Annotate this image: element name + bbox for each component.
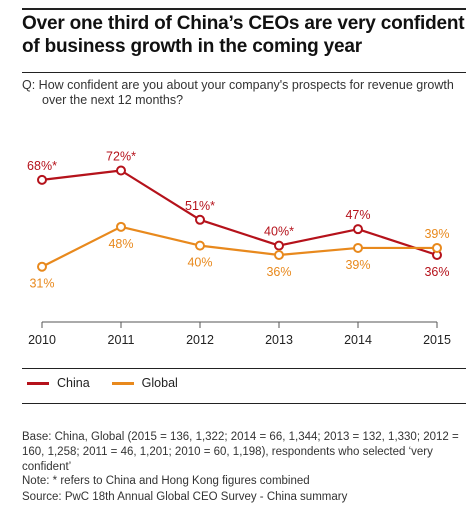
series-line-global — [41, 225, 437, 268]
line-chart: 2010 2011 2012 2013 2014 2015 68%* 72%* 51%* 40%*… — [27, 150, 451, 347]
data-point-china — [274, 240, 284, 251]
data-label-global: 31% — [29, 277, 54, 291]
title-rule — [22, 72, 466, 73]
data-point-china — [195, 214, 205, 225]
survey-question: Q: How confident are you about your comp… — [22, 78, 462, 108]
data-point-global — [274, 249, 284, 260]
x-tick-label: 2014 — [344, 333, 372, 347]
data-label-global: 39% — [345, 258, 370, 272]
legend-item-china: China — [27, 376, 90, 390]
data-point-global — [195, 240, 205, 251]
legend-top-rule — [22, 368, 466, 369]
legend-bottom-rule — [22, 403, 466, 404]
data-point-global — [37, 261, 47, 272]
x-tick-label: 2012 — [186, 333, 214, 347]
data-point-global — [353, 242, 363, 253]
data-point-china — [37, 174, 47, 185]
top-rule — [22, 8, 466, 10]
legend-swatch-china — [27, 381, 49, 385]
x-tick-label: 2015 — [423, 333, 451, 347]
x-tick-label: 2010 — [28, 333, 56, 347]
data-point-global — [116, 221, 126, 232]
data-label-china: 36% — [424, 265, 449, 279]
footer-note: Note: * refers to China and Hong Kong fi… — [22, 475, 310, 487]
data-label-china: 47% — [345, 208, 370, 222]
legend-swatch-global — [111, 381, 134, 385]
footer-base: Base: China, Global (2015 = 136, 1,322; … — [22, 431, 459, 473]
data-point-china — [353, 224, 363, 235]
data-label-china: 40%* — [264, 225, 294, 239]
x-tick-label: 2011 — [108, 333, 135, 347]
question-line-2: over the next 12 months? — [42, 93, 184, 107]
data-point-global — [432, 242, 442, 253]
legend-item-global: Global — [111, 376, 178, 390]
chart-title: Over one third of China’s CEOs are very … — [22, 13, 465, 57]
data-label-global: 40% — [187, 256, 212, 270]
data-label-china: 51%* — [185, 199, 215, 213]
data-label-global: 48% — [108, 237, 133, 251]
footer-source: Source: PwC 18th Annual Global CEO Surve… — [22, 491, 348, 503]
legend-label-china: China — [57, 376, 90, 390]
series-line-china — [41, 169, 438, 257]
data-point-china — [116, 165, 126, 176]
data-label-global: 36% — [266, 265, 291, 279]
chart-legend: China Global — [27, 376, 200, 390]
question-line-1: Q: How confident are you about your comp… — [22, 78, 454, 92]
data-label-china: 68%* — [27, 159, 57, 173]
legend-label-global: Global — [141, 376, 178, 390]
data-label-global: 39% — [424, 227, 449, 241]
x-tick-label: 2013 — [265, 333, 293, 347]
data-label-china: 72%* — [106, 150, 136, 164]
